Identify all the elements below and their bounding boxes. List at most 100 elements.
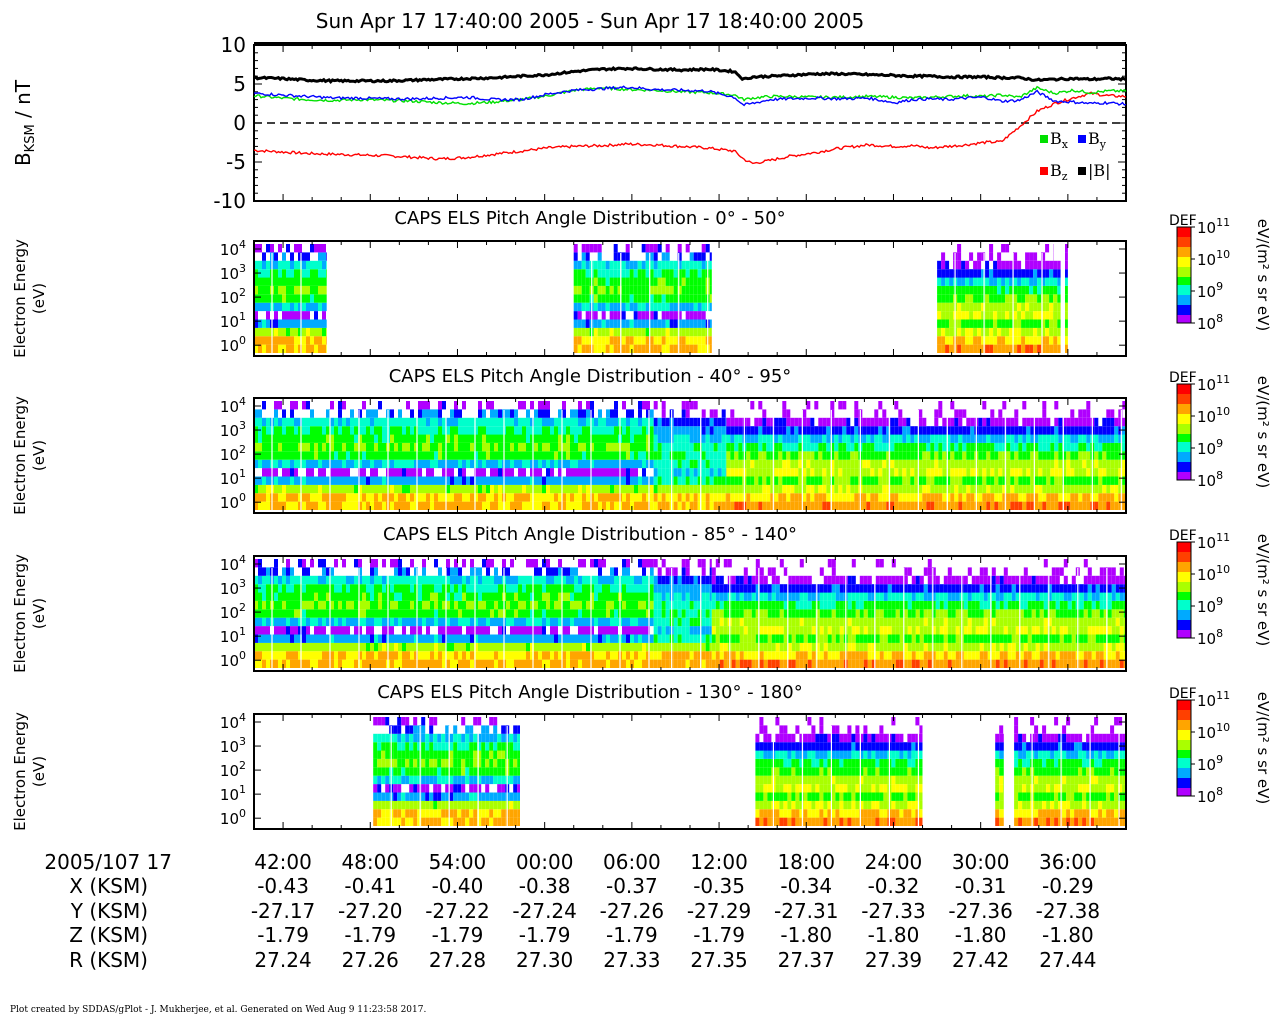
colorbar-segment: [1177, 392, 1191, 395]
heatmap-cell: [546, 575, 550, 585]
heatmap-cell: [597, 302, 602, 312]
heatmap-cell: [514, 575, 518, 585]
heatmap-cell: [770, 476, 775, 485]
heatmap-cell: [730, 442, 735, 452]
heatmap-cell: [1025, 269, 1030, 278]
heatmap-cell: [642, 476, 646, 485]
heatmap-cell: [906, 417, 911, 427]
heatmap-cell: [969, 285, 974, 295]
heatmap-cell: [322, 336, 326, 345]
heatmap-cell: [601, 327, 606, 337]
heatmap-cell: [862, 476, 867, 485]
heatmap-cell: [582, 609, 586, 618]
colorbar-segment: [1177, 319, 1191, 322]
heatmap-cell: [957, 277, 962, 286]
heatmap-cell: [1050, 426, 1055, 435]
heatmap-cell: [989, 319, 994, 328]
heatmap-cell: [290, 451, 294, 460]
heatmap-cell: [546, 434, 550, 443]
heatmap-cell: [382, 609, 386, 618]
heatmap-cell: [646, 434, 650, 443]
heatmap-cell: [1037, 302, 1042, 312]
heatmap-cell: [914, 442, 919, 452]
heatmap-cell: [1054, 459, 1059, 469]
heatmap-cell: [546, 442, 550, 452]
heatmap-cell: [1030, 484, 1035, 494]
heatmap-cell: [538, 617, 542, 627]
colorbar-segment: [1177, 384, 1191, 387]
heatmap-cell: [758, 459, 763, 469]
heatmap-cell: [605, 285, 610, 295]
heatmap-cell: [358, 476, 362, 485]
heatmap-cell: [490, 442, 494, 452]
heatmap-cell: [574, 567, 578, 576]
heatmap-cell: [374, 409, 378, 418]
heatmap-cell: [254, 285, 258, 295]
heatmap-cell: [625, 252, 630, 261]
heatmap-cell: [1005, 294, 1010, 303]
heatmap-cell: [318, 459, 322, 469]
heatmap-cell: [402, 484, 406, 494]
heatmap-cell: [902, 459, 907, 469]
heatmap-cell: [522, 651, 526, 660]
heatmap-cell: [478, 659, 482, 668]
heatmap-cell: [846, 459, 851, 469]
heatmap-cell: [978, 451, 983, 460]
heatmap-cell: [957, 269, 962, 278]
heatmap-cell: [390, 659, 394, 668]
heatmap-cell: [562, 484, 566, 494]
heatmap-cell: [677, 434, 682, 443]
heatmap-cell: [342, 476, 346, 485]
heatmap-cell: [685, 311, 690, 320]
heatmap-cell: [1074, 434, 1079, 443]
heatmap-cell: [334, 584, 338, 593]
heatmap-cell: [898, 484, 903, 494]
heatmap-cell: [362, 476, 366, 485]
heatmap-cell: [354, 451, 358, 460]
heatmap-cell: [366, 634, 370, 643]
heatmap-cell: [314, 484, 318, 494]
heatmap-cell: [506, 659, 510, 668]
heatmap-cell: [738, 442, 743, 452]
heatmap-cell: [282, 260, 286, 270]
heatmap-cell: [378, 493, 382, 502]
heatmap-cell: [526, 592, 530, 601]
heatmap-cell: [494, 426, 498, 435]
heatmap-cell: [314, 327, 318, 337]
heatmap-cell: [778, 459, 783, 469]
heatmap-cell: [665, 476, 670, 485]
heatmap-cell: [378, 651, 382, 660]
heatmap-cell: [578, 609, 582, 618]
heatmap-cell: [870, 484, 875, 494]
heatmap-cell: [1082, 459, 1087, 469]
heatmap-cell: [673, 344, 678, 353]
heatmap-cell: [1022, 459, 1027, 469]
heatmap-cell: [390, 442, 394, 452]
heatmap-cell: [258, 484, 262, 494]
heatmap-cell: [1102, 451, 1107, 460]
heatmap-cell: [657, 244, 662, 253]
heatmap-cell: [418, 401, 422, 410]
heatmap-cell: [394, 426, 398, 435]
heatmap-cell: [354, 493, 358, 502]
heatmap-cell: [766, 459, 771, 469]
heatmap-cell: [802, 476, 807, 485]
heatmap-cell: [1050, 442, 1055, 452]
heatmap-cell: [410, 609, 414, 618]
heatmap-cell: [754, 451, 759, 460]
heatmap-cell: [910, 501, 915, 510]
heatmap-cell: [878, 451, 883, 460]
heatmap-cell: [430, 501, 434, 510]
heatmap-cell: [602, 468, 606, 477]
heatmap-cell: [310, 642, 314, 652]
heatmap-cell: [302, 626, 306, 635]
heatmap-cell: [938, 476, 943, 485]
heatmap-cell: [585, 269, 590, 278]
heatmap-cell: [306, 600, 310, 610]
heatmap-cell: [398, 459, 402, 469]
heatmap-cell: [1110, 426, 1115, 435]
heatmap-cell: [286, 285, 290, 295]
heatmap-cell: [790, 493, 795, 502]
heatmap-cell: [434, 609, 438, 618]
heatmap-cell: [613, 302, 618, 312]
